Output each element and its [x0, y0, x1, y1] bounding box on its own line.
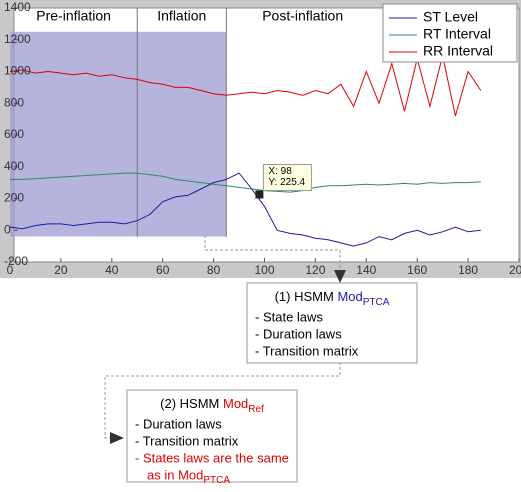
datatip-marker [255, 190, 264, 199]
box-title-name: PTCA [363, 297, 390, 308]
region-label: Post-inflation [262, 8, 343, 24]
x-tick-label: 80 [207, 263, 221, 277]
region-label: Pre-inflation [36, 8, 111, 24]
box-item: - Duration laws [135, 416, 222, 431]
x-tick-label: 20 [54, 263, 68, 277]
series-line [9, 55, 482, 117]
box-title-mod: Mod [337, 289, 362, 304]
datatip-label: X: 98 [268, 166, 292, 177]
x-tick-label: 100 [254, 263, 274, 277]
box-title-name: Ref [248, 404, 264, 415]
y-tick-label: 1400 [4, 0, 31, 14]
x-tick-label: 120 [305, 263, 325, 277]
legend-label: RR Interval [423, 43, 493, 59]
box-title: (2) HSMM ModRef [160, 396, 264, 414]
x-tick-label: 140 [356, 263, 376, 277]
shaded-region [10, 31, 227, 237]
y-tick-label: 400 [4, 159, 24, 173]
legend-label: RT Interval [423, 26, 491, 42]
connector [204, 235, 341, 270]
box-item: - Duration laws [255, 326, 342, 341]
arrow-head [334, 270, 346, 283]
series-line [9, 172, 481, 247]
box-title: (1) HSMM ModPTCA [275, 289, 390, 307]
box-title-text: (2) HSMM [160, 396, 223, 411]
connectors [104, 235, 341, 439]
datatip-label: Y: 225.4 [268, 177, 305, 188]
x-tick-label: 0 [7, 263, 14, 277]
box-title-mod: Mod [223, 396, 248, 411]
box-note-sub: PTCA [203, 475, 230, 486]
x-tick-label: 180 [458, 263, 478, 277]
x-tick-label: 200 [509, 263, 521, 277]
box-item: - Transition matrix [135, 433, 239, 448]
x-tick-label: 40 [105, 263, 119, 277]
y-tick-label: -200 [4, 254, 28, 268]
box-item: - Transition matrix [255, 343, 359, 358]
connector [104, 362, 341, 439]
datatip-box [262, 163, 312, 191]
box-title-text: (1) HSMM [275, 289, 338, 304]
box [126, 389, 298, 483]
box-note: - States laws are the same [135, 450, 289, 465]
box [246, 282, 418, 364]
series-line [10, 172, 481, 193]
region-label: Inflation [157, 8, 206, 24]
y-tick-label: 0 [4, 222, 11, 236]
legend-label: ST Level [423, 9, 478, 25]
x-tick-label: 160 [407, 263, 427, 277]
y-tick-label: 200 [4, 191, 24, 205]
y-tick-label: 1200 [4, 32, 31, 46]
y-tick-label: 1000 [4, 64, 31, 78]
x-tick-label: 60 [156, 263, 170, 277]
arrow-head [110, 432, 124, 444]
y-tick-label: 800 [4, 95, 24, 109]
y-tick-label: 600 [4, 127, 24, 141]
box-item: - State laws [255, 309, 323, 324]
